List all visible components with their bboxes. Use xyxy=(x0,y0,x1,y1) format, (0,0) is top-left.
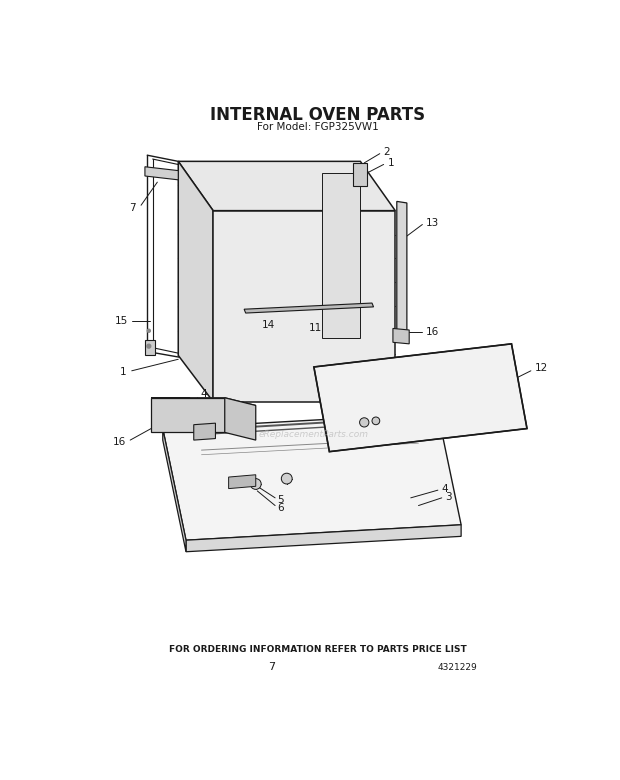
Polygon shape xyxy=(224,398,255,440)
Text: 7: 7 xyxy=(268,662,275,672)
Polygon shape xyxy=(193,424,216,440)
Polygon shape xyxy=(151,398,224,432)
Polygon shape xyxy=(393,328,409,344)
Polygon shape xyxy=(145,340,155,356)
Text: 5: 5 xyxy=(430,427,436,438)
Text: 3: 3 xyxy=(446,492,452,502)
Circle shape xyxy=(250,479,261,489)
Polygon shape xyxy=(179,161,213,402)
Text: 14: 14 xyxy=(262,320,275,330)
Text: eReplacementParts.com: eReplacementParts.com xyxy=(259,431,369,439)
Text: 16: 16 xyxy=(427,328,440,337)
Text: 1: 1 xyxy=(388,158,394,168)
Polygon shape xyxy=(322,173,360,339)
Polygon shape xyxy=(213,211,396,402)
Polygon shape xyxy=(162,413,461,541)
Circle shape xyxy=(281,473,292,484)
Text: 2: 2 xyxy=(384,147,390,157)
Text: 4: 4 xyxy=(200,389,206,399)
Circle shape xyxy=(148,329,151,332)
Polygon shape xyxy=(186,525,461,551)
Polygon shape xyxy=(162,428,186,551)
Polygon shape xyxy=(179,161,396,211)
Text: For Model: FGP325VW1: For Model: FGP325VW1 xyxy=(257,122,379,133)
Text: 6: 6 xyxy=(278,503,284,513)
Text: 16: 16 xyxy=(113,438,126,448)
Polygon shape xyxy=(314,344,527,452)
Polygon shape xyxy=(229,475,255,488)
Text: 1: 1 xyxy=(120,367,126,378)
Text: 12: 12 xyxy=(534,363,548,374)
Text: 6: 6 xyxy=(427,421,433,431)
Text: 4: 4 xyxy=(441,484,448,494)
Polygon shape xyxy=(244,303,373,313)
Text: 15: 15 xyxy=(115,316,128,326)
Polygon shape xyxy=(397,201,407,340)
Circle shape xyxy=(147,344,151,348)
Circle shape xyxy=(360,418,369,427)
Polygon shape xyxy=(145,167,179,180)
Text: 7: 7 xyxy=(129,203,136,213)
Polygon shape xyxy=(353,163,366,186)
Text: 11: 11 xyxy=(309,324,322,334)
Circle shape xyxy=(372,417,379,424)
Text: 13: 13 xyxy=(427,218,440,228)
Text: 4321229: 4321229 xyxy=(437,663,477,672)
Text: FOR ORDERING INFORMATION REFER TO PARTS PRICE LIST: FOR ORDERING INFORMATION REFER TO PARTS … xyxy=(169,645,467,654)
Text: 5: 5 xyxy=(278,495,284,505)
Text: INTERNAL OVEN PARTS: INTERNAL OVEN PARTS xyxy=(210,106,425,124)
Polygon shape xyxy=(151,398,255,406)
